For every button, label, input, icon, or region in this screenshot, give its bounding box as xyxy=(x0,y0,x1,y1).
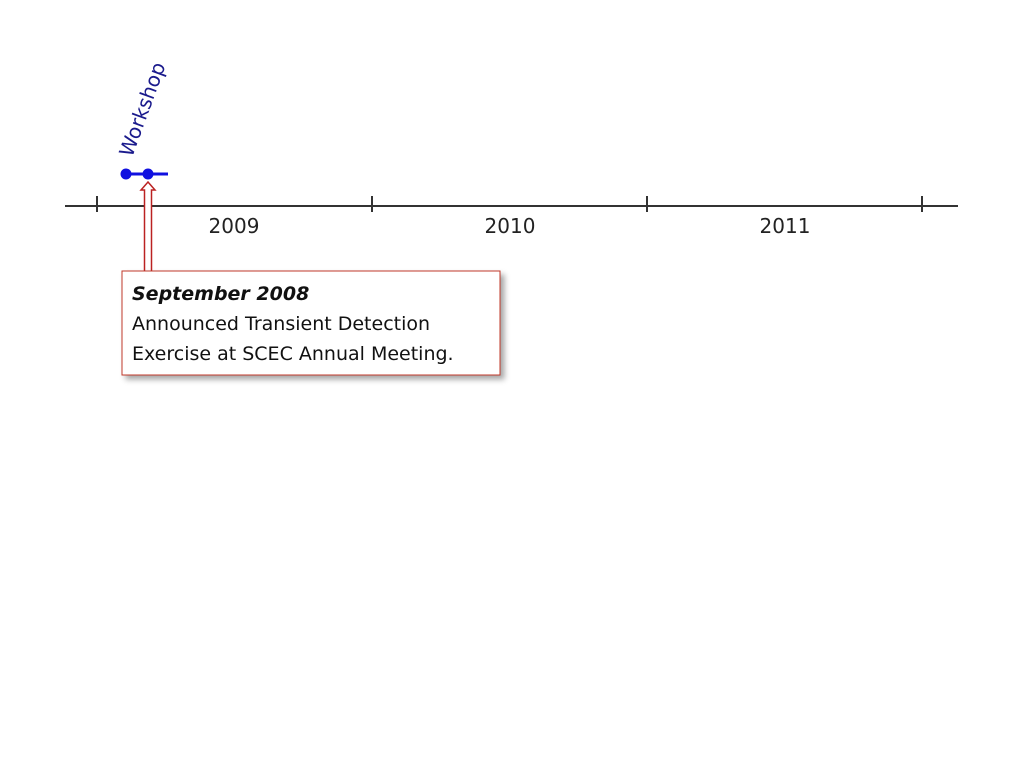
year-label: 2009 xyxy=(209,214,260,238)
callout-text: Announced Transient Detection xyxy=(132,313,430,335)
callout-title: September 2008 xyxy=(132,283,309,305)
year-label: 2011 xyxy=(760,214,811,238)
callout-arrow xyxy=(139,180,157,273)
year-label: 2010 xyxy=(485,214,536,238)
event-label: Workshop xyxy=(114,59,170,160)
callout-text: Exercise at SCEC Annual Meeting. xyxy=(132,343,454,365)
event-marker xyxy=(120,168,168,180)
callout-box xyxy=(121,270,501,376)
timeline-axis xyxy=(65,196,958,212)
